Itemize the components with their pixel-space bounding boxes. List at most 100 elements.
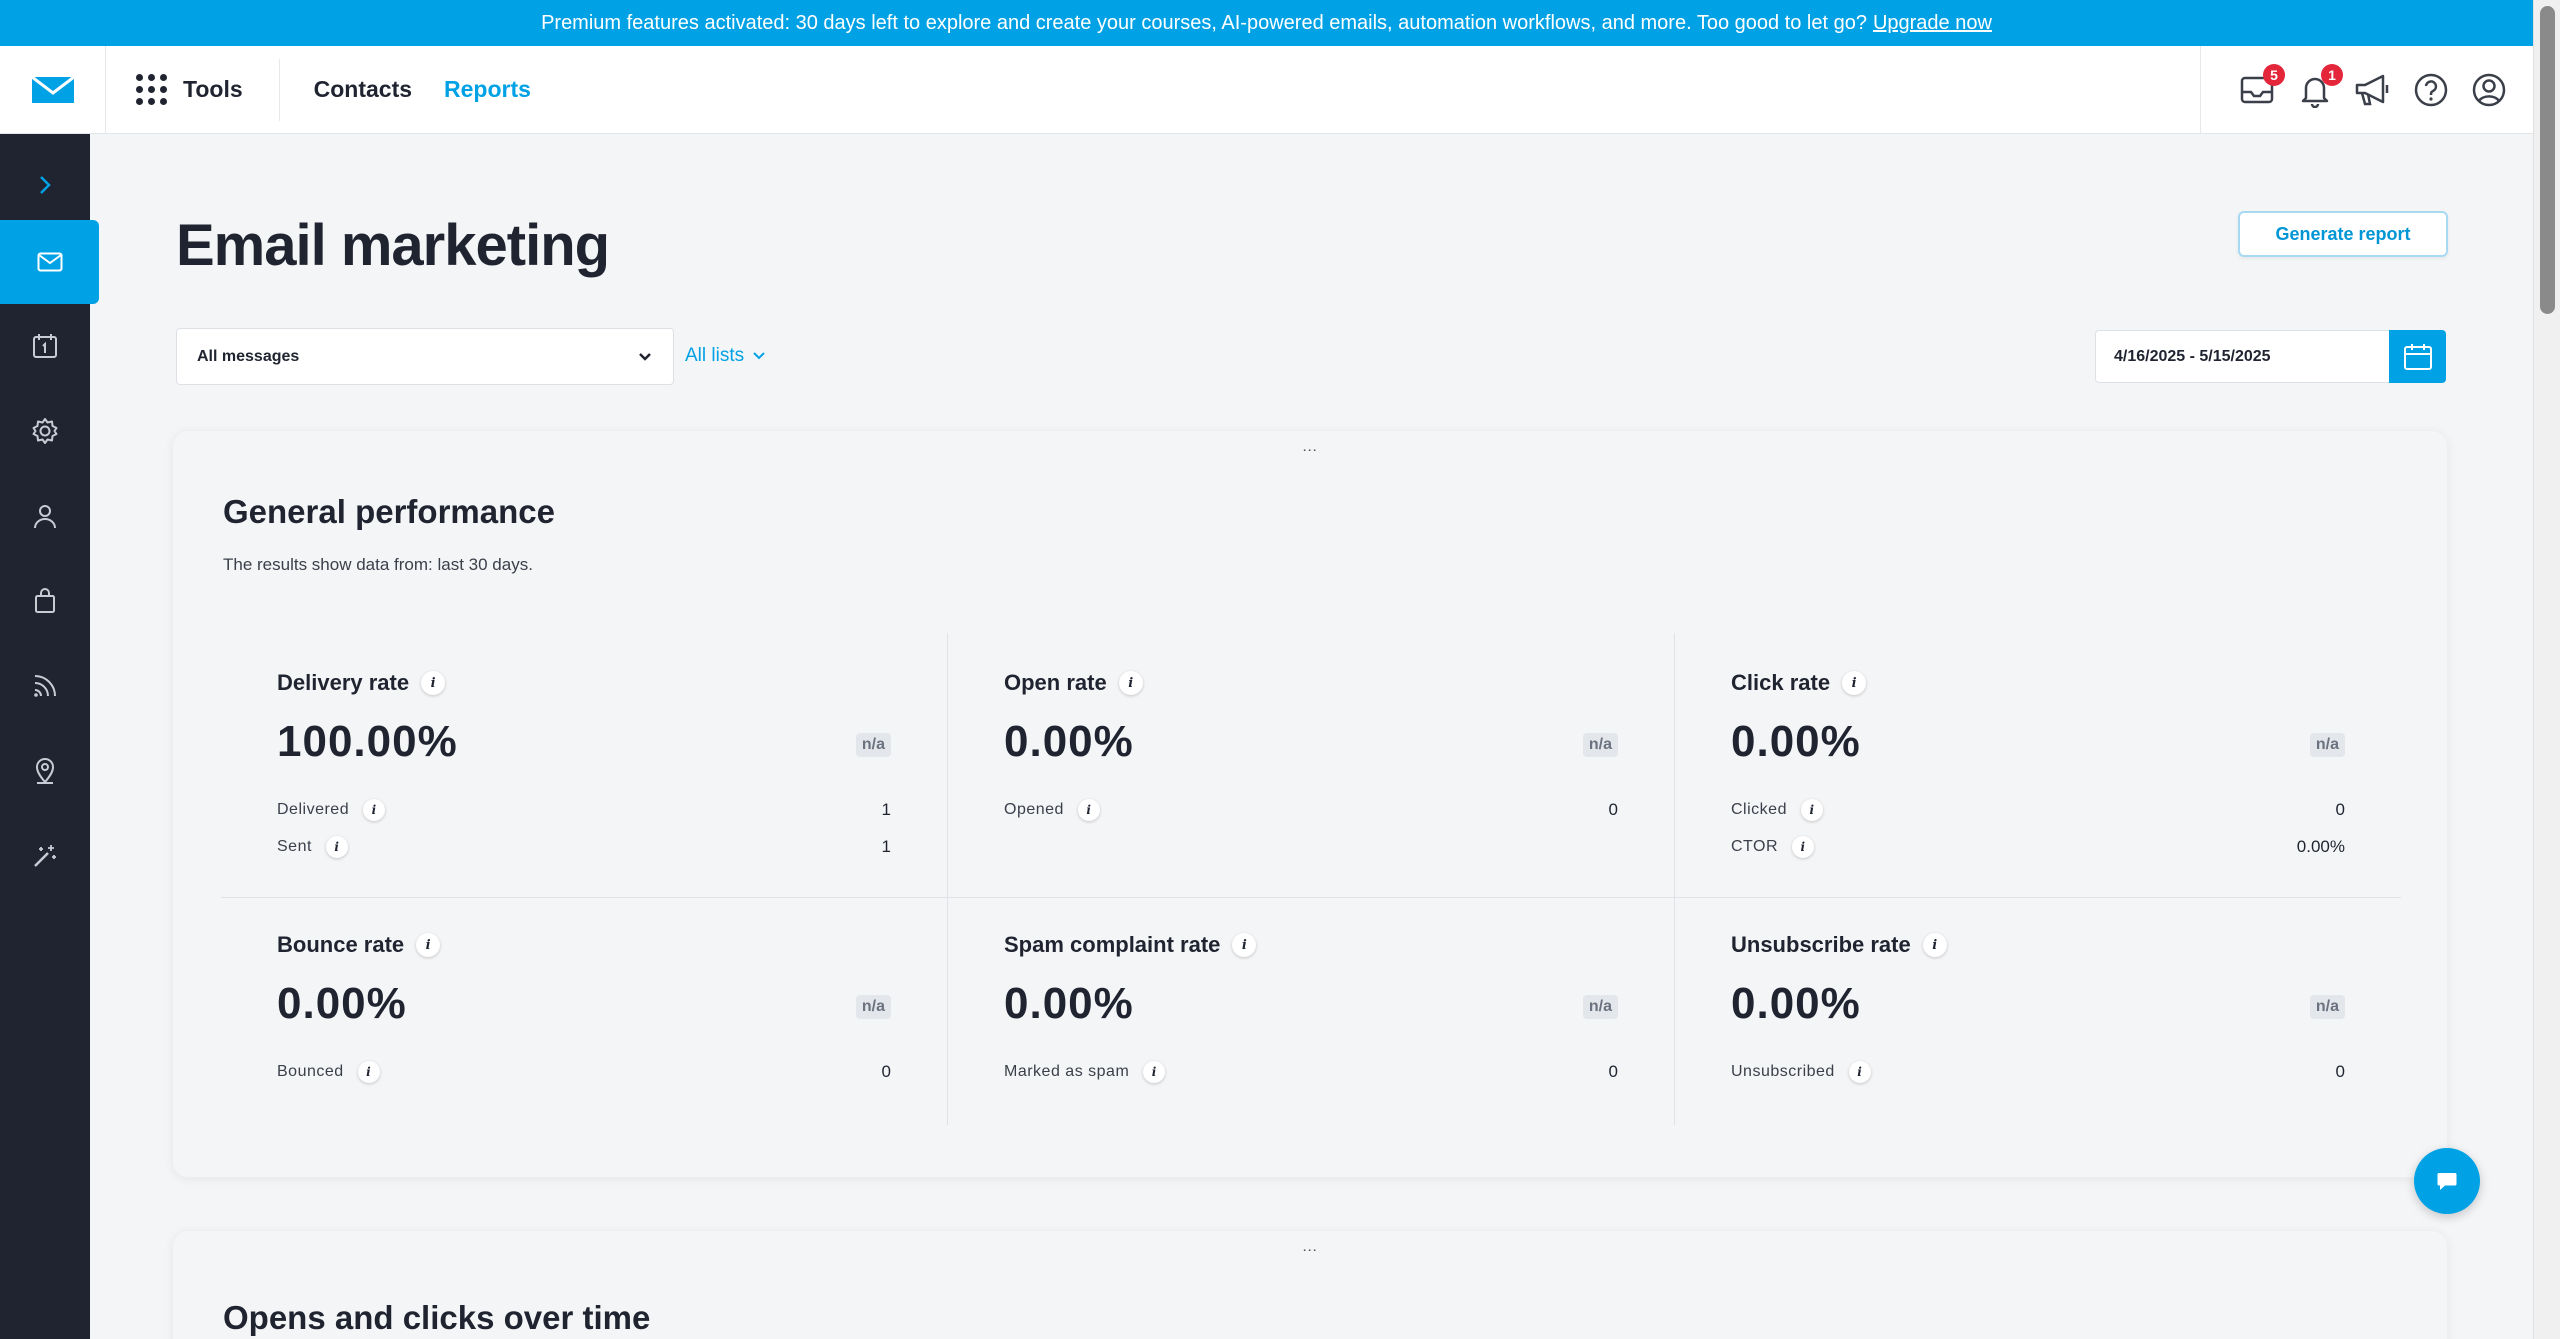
row-label: Delivered bbox=[277, 801, 350, 818]
message-filter-value: All messages bbox=[197, 347, 300, 365]
page-title: Email marketing bbox=[176, 213, 610, 278]
info-icon[interactable]: i bbox=[325, 836, 348, 858]
megaphone-icon bbox=[2355, 74, 2389, 106]
nav-actions: 5 1 bbox=[2200, 46, 2533, 134]
person-icon bbox=[34, 505, 56, 529]
info-icon[interactable]: i bbox=[1800, 799, 1823, 821]
nav-contacts[interactable]: Contacts bbox=[313, 76, 413, 102]
metric-value: 0.00% bbox=[1004, 979, 1134, 1028]
metric-row-unsubscribed: Unsubscribed i 0 bbox=[1731, 1061, 2345, 1083]
message-filter-select[interactable]: All messages bbox=[176, 328, 674, 385]
sidebar-item-calendar[interactable] bbox=[0, 304, 90, 388]
tools-menu[interactable]: Tools bbox=[106, 58, 280, 121]
drag-handle-icon[interactable]: ˙˙˙ bbox=[1302, 447, 1319, 467]
metric-row-ctor: CTOR i 0.00% bbox=[1731, 836, 2345, 858]
info-icon[interactable]: i bbox=[1842, 671, 1867, 695]
tools-label: Tools bbox=[183, 76, 243, 102]
list-filter-label: All lists bbox=[685, 345, 745, 366]
metric-open-rate: Open rate i 0.00% n/a Opened i 0 bbox=[948, 633, 1675, 898]
metric-title-label: Open rate bbox=[1004, 670, 1107, 695]
rss-icon bbox=[34, 675, 56, 697]
user-avatar-icon bbox=[2472, 73, 2506, 107]
notifications-badge: 1 bbox=[2321, 64, 2343, 86]
row-label: Opened bbox=[1004, 801, 1064, 818]
row-label: Sent bbox=[277, 838, 312, 855]
info-icon[interactable]: i bbox=[1118, 671, 1143, 695]
shopping-bag-icon bbox=[35, 588, 55, 613]
page-scrollbar[interactable] bbox=[2533, 0, 2560, 1339]
metric-row-bounced: Bounced i 0 bbox=[277, 1061, 891, 1083]
metric-title-label: Spam complaint rate bbox=[1004, 932, 1221, 957]
metric-bounce-rate: Bounce rate i 0.00% n/a Bounced i 0 bbox=[221, 898, 948, 1125]
date-range-input[interactable]: 4/16/2025 - 5/15/2025 bbox=[2095, 330, 2389, 383]
bell-icon bbox=[2301, 77, 2329, 108]
account-button[interactable] bbox=[2469, 70, 2509, 110]
drag-handle-icon[interactable]: ˙˙˙ bbox=[1302, 1247, 1319, 1267]
metric-value: 100.00% bbox=[277, 717, 458, 766]
info-icon[interactable]: i bbox=[1848, 1061, 1871, 1083]
metric-title: Unsubscribe rate i bbox=[1731, 932, 1947, 958]
metric-row-clicked: Clicked i 0 bbox=[1731, 799, 2345, 821]
info-icon[interactable]: i bbox=[1792, 836, 1815, 858]
nav-reports[interactable]: Reports bbox=[444, 76, 531, 102]
metric-row-opened: Opened i 0 bbox=[1004, 799, 1618, 821]
metric-title-label: Click rate bbox=[1731, 670, 1831, 695]
metric-title-label: Unsubscribe rate bbox=[1731, 932, 1911, 957]
apps-grid-icon bbox=[136, 74, 167, 105]
general-performance-subtitle: The results show data from: last 30 days… bbox=[223, 555, 533, 574]
date-picker-button[interactable] bbox=[2389, 330, 2446, 383]
row-value: 0 bbox=[2335, 1062, 2345, 1081]
row-label: Clicked bbox=[1731, 801, 1787, 818]
announcements-button[interactable] bbox=[2353, 70, 2393, 110]
metric-title: Delivery rate i bbox=[277, 670, 446, 696]
help-icon bbox=[2414, 73, 2448, 107]
generate-report-button[interactable]: Generate report bbox=[2238, 211, 2448, 257]
opens-clicks-card: ˙˙˙ Opens and clicks over time bbox=[172, 1230, 2448, 1339]
chat-support-button[interactable] bbox=[2414, 1148, 2480, 1214]
sidebar-item-automation[interactable] bbox=[0, 389, 90, 473]
upgrade-now-link[interactable]: Upgrade now bbox=[1872, 11, 1992, 34]
sidebar-item-rss[interactable] bbox=[0, 644, 90, 728]
metric-value: 0.00% bbox=[1731, 717, 1861, 766]
sidebar-expand-button[interactable] bbox=[0, 143, 90, 227]
sidebar-item-email[interactable] bbox=[0, 220, 99, 304]
info-icon[interactable]: i bbox=[1143, 1061, 1166, 1083]
promo-banner: Premium features activated: 30 days left… bbox=[0, 0, 2533, 46]
sidebar-item-contacts[interactable] bbox=[0, 474, 90, 558]
info-icon[interactable]: i bbox=[363, 799, 386, 821]
location-pin-icon bbox=[35, 758, 55, 784]
metric-title: Click rate i bbox=[1731, 670, 1867, 696]
inbox-badge: 5 bbox=[2263, 64, 2285, 86]
info-icon[interactable]: i bbox=[1077, 799, 1100, 821]
sidebar-item-ecommerce[interactable] bbox=[0, 559, 90, 643]
metric-row-delivered: Delivered i 1 bbox=[277, 799, 891, 821]
list-filter-dropdown[interactable]: All lists bbox=[685, 345, 766, 367]
chat-bubble-icon bbox=[2437, 1173, 2457, 1190]
metric-value: 0.00% bbox=[1004, 717, 1134, 766]
info-icon[interactable]: i bbox=[1232, 933, 1257, 957]
info-icon[interactable]: i bbox=[421, 671, 446, 695]
row-value: 0.00% bbox=[2296, 837, 2345, 856]
row-label: Bounced bbox=[277, 1063, 344, 1080]
comparison-badge: n/a bbox=[2309, 995, 2345, 1019]
calendar-icon bbox=[33, 334, 57, 358]
notifications-button[interactable]: 1 bbox=[2295, 64, 2343, 110]
metrics-grid: Delivery rate i 100.00% n/a Delivered i 1… bbox=[221, 633, 2401, 1125]
opens-clicks-title: Opens and clicks over time bbox=[223, 1299, 651, 1336]
brand-logo[interactable] bbox=[0, 45, 106, 134]
info-icon[interactable]: i bbox=[1922, 933, 1947, 957]
sidebar-item-locations[interactable] bbox=[0, 729, 90, 813]
comparison-badge: n/a bbox=[1582, 995, 1618, 1019]
metric-value: 0.00% bbox=[1731, 979, 1861, 1028]
metric-row-marked-as-spam: Marked as spam i 0 bbox=[1004, 1061, 1618, 1083]
scrollbar-thumb[interactable] bbox=[2540, 6, 2555, 314]
info-icon[interactable]: i bbox=[416, 933, 441, 957]
metric-title: Bounce rate i bbox=[277, 932, 441, 958]
help-button[interactable] bbox=[2411, 70, 2451, 110]
general-performance-title: General performance bbox=[223, 493, 555, 530]
metric-row-sent: Sent i 1 bbox=[277, 836, 891, 858]
inbox-button[interactable]: 5 bbox=[2237, 64, 2285, 110]
info-icon[interactable]: i bbox=[357, 1061, 380, 1083]
metric-title-label: Bounce rate bbox=[277, 932, 405, 957]
sidebar-item-ai-tools[interactable] bbox=[0, 814, 90, 898]
